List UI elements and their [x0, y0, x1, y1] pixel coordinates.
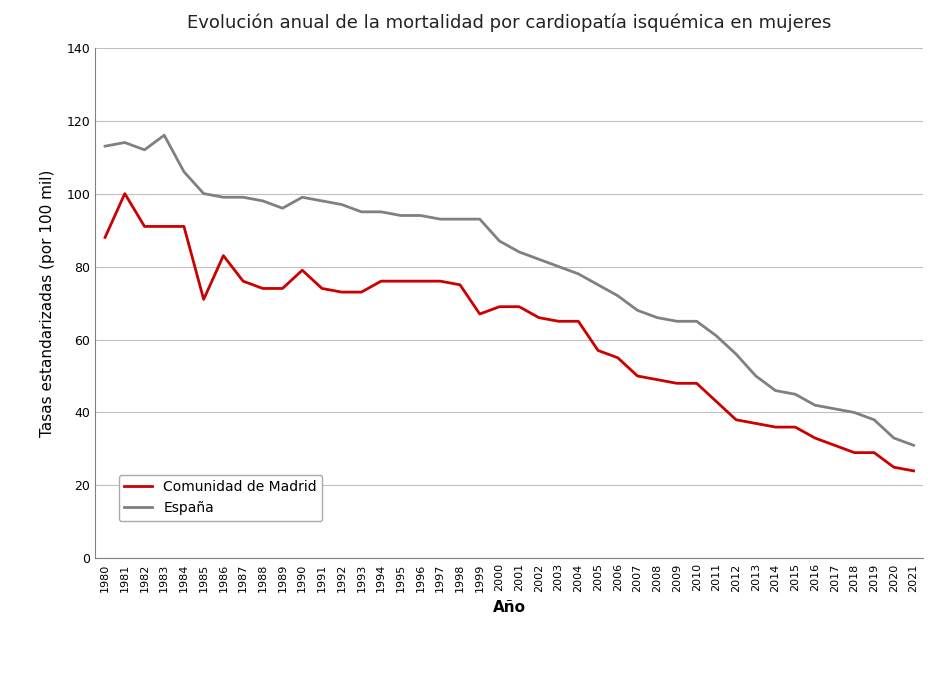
España: [257, 197, 268, 205]
España: [139, 146, 150, 154]
España: [533, 255, 545, 264]
España: [908, 441, 920, 449]
España: [237, 193, 248, 202]
Comunidad de Madrid: [158, 222, 169, 230]
Comunidad de Madrid: [119, 189, 130, 197]
X-axis label: Año: Año: [493, 600, 526, 615]
España: [789, 390, 801, 398]
España: [809, 401, 821, 409]
España: [336, 200, 347, 208]
Y-axis label: Tasas estandarizadas (por 100 mil): Tasas estandarizadas (por 100 mil): [40, 170, 55, 437]
España: [198, 189, 209, 197]
España: [494, 237, 506, 245]
Comunidad de Madrid: [395, 277, 407, 285]
España: [651, 313, 663, 321]
España: [770, 387, 782, 395]
Comunidad de Madrid: [829, 441, 841, 449]
Comunidad de Madrid: [612, 353, 624, 362]
Comunidad de Madrid: [671, 379, 683, 387]
Comunidad de Madrid: [908, 466, 920, 475]
Comunidad de Madrid: [454, 281, 466, 289]
España: [750, 372, 762, 380]
España: [572, 270, 584, 278]
Comunidad de Madrid: [651, 376, 663, 384]
Comunidad de Madrid: [691, 379, 703, 387]
España: [119, 138, 130, 146]
Comunidad de Madrid: [336, 288, 347, 296]
España: [395, 211, 407, 219]
España: [356, 208, 367, 216]
España: [316, 197, 327, 205]
España: [691, 317, 703, 326]
Comunidad de Madrid: [257, 285, 268, 293]
Comunidad de Madrid: [770, 423, 782, 431]
Comunidad de Madrid: [809, 434, 821, 442]
Comunidad de Madrid: [356, 288, 367, 296]
España: [730, 350, 742, 358]
España: [158, 131, 169, 140]
España: [710, 332, 722, 340]
Comunidad de Madrid: [99, 234, 110, 242]
Comunidad de Madrid: [415, 277, 426, 285]
Comunidad de Madrid: [296, 266, 307, 274]
España: [612, 291, 624, 300]
Comunidad de Madrid: [178, 222, 189, 230]
Comunidad de Madrid: [494, 302, 506, 311]
Comunidad de Madrid: [632, 372, 644, 380]
Comunidad de Madrid: [375, 277, 387, 285]
España: [415, 211, 426, 219]
España: [671, 317, 683, 326]
España: [434, 215, 446, 223]
Comunidad de Madrid: [789, 423, 801, 431]
Comunidad de Madrid: [277, 285, 288, 293]
Comunidad de Madrid: [513, 302, 525, 311]
España: [218, 193, 229, 202]
Comunidad de Madrid: [218, 251, 229, 259]
Comunidad de Madrid: [868, 449, 880, 457]
Comunidad de Madrid: [533, 313, 545, 321]
España: [99, 142, 110, 151]
Line: España: España: [105, 136, 914, 445]
Comunidad de Madrid: [730, 415, 742, 424]
Comunidad de Madrid: [710, 398, 722, 406]
España: [375, 208, 387, 216]
Comunidad de Madrid: [888, 463, 900, 471]
Comunidad de Madrid: [848, 449, 860, 457]
Comunidad de Madrid: [198, 296, 209, 304]
Legend: Comunidad de Madrid, España: Comunidad de Madrid, España: [119, 475, 323, 521]
Comunidad de Madrid: [750, 419, 762, 428]
España: [296, 193, 307, 202]
España: [868, 415, 880, 424]
Comunidad de Madrid: [474, 310, 486, 318]
España: [848, 409, 860, 417]
Comunidad de Madrid: [434, 277, 446, 285]
España: [553, 262, 565, 270]
España: [513, 248, 525, 256]
Comunidad de Madrid: [139, 222, 150, 230]
España: [829, 405, 841, 413]
España: [277, 204, 288, 212]
Comunidad de Madrid: [592, 347, 604, 355]
España: [888, 434, 900, 442]
Comunidad de Madrid: [316, 285, 327, 293]
Comunidad de Madrid: [237, 277, 248, 285]
España: [632, 306, 644, 315]
España: [454, 215, 466, 223]
España: [178, 168, 189, 176]
España: [592, 281, 604, 289]
Title: Evolución anual de la mortalidad por cardiopatía isquémica en mujeres: Evolución anual de la mortalidad por car…: [188, 14, 831, 32]
Comunidad de Madrid: [553, 317, 565, 326]
Line: Comunidad de Madrid: Comunidad de Madrid: [105, 193, 914, 471]
España: [474, 215, 486, 223]
Comunidad de Madrid: [572, 317, 584, 326]
